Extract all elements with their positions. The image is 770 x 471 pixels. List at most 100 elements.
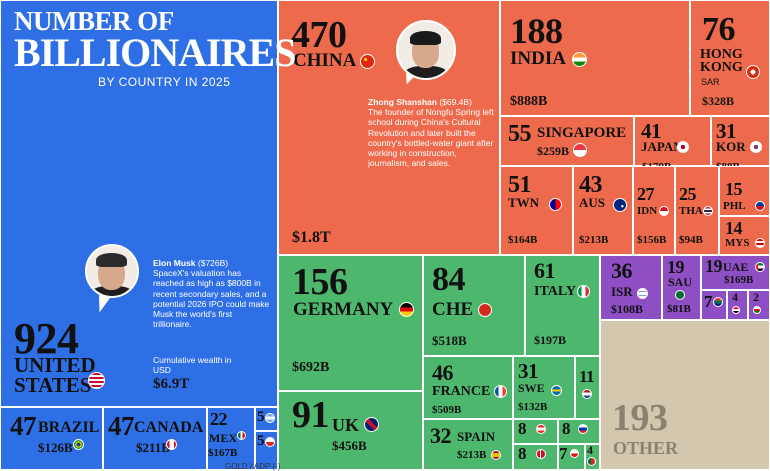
tile-count-na5a: 5 — [257, 409, 265, 425]
tile-name-se: SWE — [518, 381, 545, 395]
tile-count-it: 61 — [534, 258, 556, 283]
flag-nl-icon — [582, 389, 592, 399]
tile-name-ch: CHE — [432, 299, 474, 320]
flag-ar-icon — [265, 413, 275, 423]
treemap-tile-sa — [662, 255, 701, 320]
tile-count-eu8c: 8 — [518, 444, 527, 463]
tile-wealth-il: $108B — [611, 302, 644, 316]
flag-eg-icon — [732, 306, 740, 314]
flag-es-icon — [491, 450, 501, 460]
zhong-text: The founder of Nongfu Spring left school… — [368, 107, 494, 169]
treemap-tile-uk — [278, 391, 423, 470]
tile-count-eu8a: 8 — [518, 419, 527, 438]
tile-name-ot: OTHER — [613, 438, 679, 458]
tile-name-us: UNITED STATES — [14, 353, 96, 397]
tile-count-eu4: 4 — [587, 443, 593, 457]
tile-wealth-cn: $1.8T — [292, 229, 331, 246]
tile-count-us: 924 — [14, 314, 79, 363]
tile-count-ot: 193 — [612, 397, 668, 439]
tile-name-tw: TWN — [508, 195, 540, 210]
treemap-tile-mx — [207, 407, 255, 470]
flag-in-icon — [572, 52, 587, 67]
tile-wealth-ch: $518B — [432, 333, 467, 348]
flag-om-icon — [753, 306, 761, 314]
tile-wealth-us: $6.9T — [153, 376, 190, 392]
flag-ca-icon — [166, 439, 177, 450]
tile-name-es: SPAIN — [457, 429, 496, 444]
tile-wealth-de: $692B — [292, 360, 330, 375]
treemap-tile-es — [423, 419, 513, 470]
treemap-tile-ae — [701, 255, 770, 290]
musk-text: SpaceX's valuation has reached as high a… — [153, 268, 270, 330]
tile-count-mx: 22 — [210, 409, 228, 429]
treemap-tile-it — [525, 255, 600, 356]
zhong-name: Zhong Shanshan — [368, 97, 437, 107]
tile-sub-hk: SAR — [701, 77, 720, 87]
tile-name-mx: MEX — [209, 431, 237, 445]
treemap-tile-ca — [103, 407, 207, 470]
tile-wealth-in: $888B — [510, 94, 548, 109]
tile-count-uk: 91 — [292, 394, 330, 436]
tile-count-ph: 15 — [725, 179, 743, 199]
tile-name-sg: SINGAPORE — [537, 125, 627, 141]
chart-title-line1: NUMBER OF — [14, 6, 174, 36]
tile-count-cn: 470 — [291, 14, 347, 56]
treemap-tile-br — [0, 407, 103, 470]
footer-note: GOLD / ADP (-) — [225, 462, 281, 471]
flag-sg-icon — [573, 143, 587, 157]
tile-count-hk: 76 — [702, 11, 736, 48]
tile-name-ph: PHL — [723, 200, 746, 212]
tile-wealth-se: $132B — [518, 401, 548, 413]
flag-mx-icon — [237, 431, 246, 440]
treemap-tile-eu11 — [575, 356, 600, 419]
tile-name-de: GERMANY — [293, 299, 394, 320]
treemap-tile-ch — [423, 255, 525, 356]
flag-au-icon — [613, 198, 627, 212]
tile-count-me2: 2 — [753, 290, 759, 304]
flag-uk-icon — [364, 417, 379, 432]
tile-count-my: 14 — [725, 218, 743, 238]
treemap-tile-in — [500, 0, 690, 116]
flag-th-icon — [703, 206, 713, 216]
tile-count-eu11: 11 — [579, 367, 595, 386]
tile-count-ae: 19 — [705, 256, 723, 276]
tile-name-au: AUS — [579, 195, 606, 210]
flag-ae-icon — [755, 262, 765, 272]
tile-count-sa: 19 — [667, 257, 685, 277]
treemap-tile-us — [0, 0, 278, 407]
flag-us-icon — [88, 372, 105, 389]
tile-count-se: 31 — [518, 359, 539, 383]
tile-name-ca: CANADA — [134, 419, 204, 436]
flag-cl-icon — [265, 437, 275, 447]
tile-wealth-id: $156B — [637, 234, 667, 246]
tile-name-it: ITALY — [534, 284, 577, 299]
tile-wealth-uk: $456B — [332, 438, 367, 453]
tile-name-il: ISR — [611, 284, 633, 299]
flag-se-icon — [551, 385, 562, 396]
flag-ch-icon — [478, 303, 492, 317]
tile-count-id: 27 — [637, 184, 655, 204]
musk-worth: ($726B) — [197, 258, 229, 268]
flag-ru-icon — [578, 424, 588, 434]
tile-name-fr: FRANCE — [432, 384, 491, 399]
treemap-tile-il — [600, 255, 662, 320]
elon-musk-portrait — [85, 244, 139, 298]
tile-wealth-ca: $211B — [136, 440, 170, 455]
flag-at-icon — [536, 424, 546, 434]
tile-count-kr: 31 — [716, 119, 737, 143]
flag-tw-icon — [549, 198, 562, 211]
flag-fr-icon — [494, 385, 507, 398]
tile-wealth-ae: $169B — [724, 274, 754, 286]
tile-count-il: 36 — [611, 258, 633, 283]
tile-wealth-es: $213B — [457, 449, 487, 461]
tile-name-ae: UAE — [723, 260, 749, 274]
tile-count-br: 47 — [10, 411, 37, 441]
chart-subtitle: BY COUNTRY IN 2025 — [98, 75, 231, 89]
tile-count-eu7: 7 — [559, 444, 568, 463]
tile-name-hk: HONG KONG — [700, 47, 743, 76]
flag-sa-icon — [675, 290, 685, 300]
treemap-tile-eu8a — [513, 419, 558, 444]
zhong-annotation: Zhong Shanshan ($69.4B) The founder of N… — [368, 97, 496, 168]
zhong-shanshan-portrait — [396, 20, 456, 80]
